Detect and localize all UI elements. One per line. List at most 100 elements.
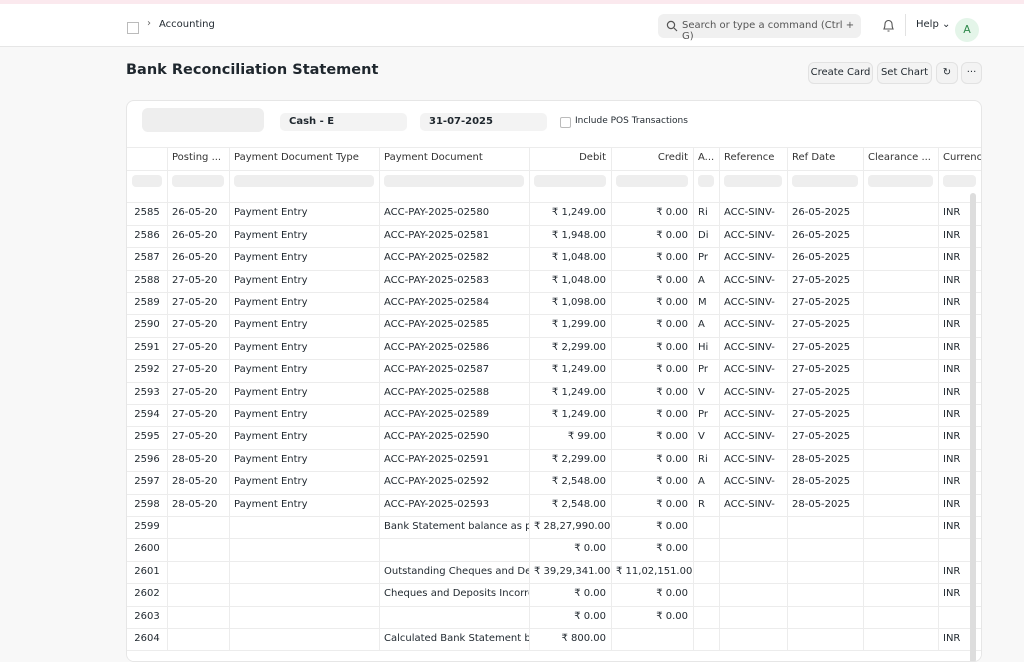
checkbox-label: Include POS Transactions <box>575 116 688 126</box>
column-filter[interactable] <box>724 175 782 187</box>
scrollbar[interactable] <box>970 193 976 662</box>
column-divider <box>379 561 380 583</box>
page-title: Bank Reconciliation Statement <box>126 62 378 78</box>
table-cell: V <box>693 382 719 404</box>
column-header[interactable]: Ref Date <box>787 147 863 169</box>
column-divider <box>863 494 864 516</box>
column-header[interactable]: Debit <box>529 147 611 169</box>
table-cell: Payment Entry <box>229 337 379 359</box>
column-header[interactable]: A... <box>693 147 719 169</box>
column-divider <box>611 202 612 224</box>
notification-bell[interactable] <box>882 19 895 33</box>
column-filter[interactable] <box>943 175 976 187</box>
set-chart-button[interactable]: Set Chart <box>877 62 932 84</box>
date-filter[interactable]: 31-07-2025 <box>420 113 547 131</box>
table-cell: ₹ 0.00 <box>611 449 693 471</box>
column-filter[interactable] <box>792 175 858 187</box>
column-divider <box>863 606 864 628</box>
column-header[interactable]: Payment Document Type <box>229 147 379 169</box>
table-cell: ₹ 2,548.00 <box>529 494 611 516</box>
column-divider <box>719 337 720 359</box>
column-divider <box>787 337 788 359</box>
column-filter[interactable] <box>234 175 374 187</box>
table-cell: 26-05-20 <box>167 225 229 247</box>
logo[interactable] <box>127 22 139 34</box>
row-number: 2596 <box>127 449 167 471</box>
table-cell: ACC-PAY-2025-02585 <box>379 314 529 336</box>
column-divider <box>938 583 939 605</box>
column-divider <box>529 247 530 269</box>
table-cell: Payment Entry <box>229 202 379 224</box>
column-divider <box>167 494 168 516</box>
search-placeholder: Search or type a command (Ctrl + G) <box>682 20 861 42</box>
table-cell: ACC-PAY-2025-02589 <box>379 404 529 426</box>
table-cell: ACC-PAY-2025-02580 <box>379 202 529 224</box>
column-divider <box>787 471 788 493</box>
column-divider <box>229 628 230 650</box>
column-filter[interactable] <box>534 175 606 187</box>
row-number: 2603 <box>127 606 167 628</box>
table-cell: ₹ 0.00 <box>611 359 693 381</box>
column-header[interactable]: Reference <box>719 147 787 169</box>
column-header[interactable]: Credit <box>611 147 693 169</box>
account-filter[interactable]: Cash - E <box>280 113 407 131</box>
table-cell: ₹ 0.00 <box>611 292 693 314</box>
table-cell: ₹ 0.00 <box>611 382 693 404</box>
column-divider <box>863 471 864 493</box>
create-card-button[interactable]: Create Card <box>808 62 873 84</box>
table-cell: Payment Entry <box>229 471 379 493</box>
column-header[interactable]: Posting ... <box>167 147 229 169</box>
column-divider <box>787 583 788 605</box>
column-divider <box>229 494 230 516</box>
column-filter[interactable] <box>868 175 933 187</box>
table-cell: 27-05-2025 <box>787 314 863 336</box>
column-filter[interactable] <box>132 175 162 187</box>
column-divider <box>787 538 788 560</box>
table-cell: 27-05-20 <box>167 426 229 448</box>
chevron: › <box>147 18 151 29</box>
pos-checkbox[interactable] <box>560 117 571 128</box>
column-divider <box>787 628 788 650</box>
column-divider <box>379 471 380 493</box>
more-button[interactable]: ··· <box>961 62 982 84</box>
column-divider <box>863 538 864 560</box>
column-divider <box>529 292 530 314</box>
column-filter[interactable] <box>616 175 688 187</box>
column-header[interactable]: Currency <box>938 147 981 169</box>
column-header[interactable]: Clearance ... <box>863 147 938 169</box>
column-filter[interactable] <box>172 175 224 187</box>
row-number: 2590 <box>127 314 167 336</box>
row-divider <box>127 650 981 651</box>
table-cell: Payment Entry <box>229 404 379 426</box>
column-divider <box>529 359 530 381</box>
column-divider <box>167 471 168 493</box>
column-divider <box>719 471 720 493</box>
help-menu[interactable]: Help ⌄ <box>916 19 950 30</box>
column-divider <box>167 583 168 605</box>
row-number: 2601 <box>127 561 167 583</box>
avatar[interactable]: A <box>955 18 979 42</box>
column-divider <box>529 561 530 583</box>
column-divider <box>229 292 230 314</box>
column-divider <box>693 426 694 448</box>
column-divider <box>167 404 168 426</box>
column-filter[interactable] <box>384 175 524 187</box>
refresh-button[interactable]: ↻ <box>936 62 958 84</box>
column-filter[interactable] <box>698 175 714 187</box>
column-divider <box>863 628 864 650</box>
column-divider <box>611 471 612 493</box>
breadcrumb[interactable]: Accounting <box>159 19 215 30</box>
column-divider <box>863 202 864 224</box>
column-divider <box>379 583 380 605</box>
column-divider <box>379 494 380 516</box>
column-header[interactable]: Payment Document <box>379 147 529 169</box>
column-divider <box>529 193 530 202</box>
column-divider <box>938 494 939 516</box>
column-divider <box>787 247 788 269</box>
table-cell: ₹ 1,048.00 <box>529 247 611 269</box>
column-divider <box>379 270 380 292</box>
column-divider <box>938 471 939 493</box>
company-filter[interactable] <box>142 108 264 132</box>
search-box[interactable]: Search or type a command (Ctrl + G) <box>658 14 861 38</box>
table-cell: 28-05-2025 <box>787 471 863 493</box>
